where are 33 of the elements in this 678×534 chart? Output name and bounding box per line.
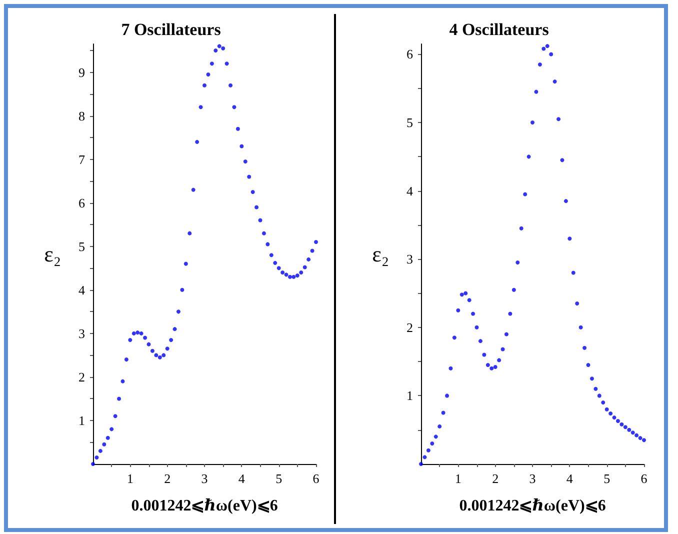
x-tick-label: 5 [276,471,282,486]
y-tick-label: 5 [406,115,413,130]
x-tick-label: 2 [492,471,499,486]
y-tick-label: 6 [406,46,414,62]
x-tick-label: 6 [312,471,320,486]
y-tick-label: 6 [78,195,86,210]
y-tick-label: 3 [78,326,85,341]
y-tick-label: 7 [78,152,86,167]
x-tick-label: 5 [604,471,610,486]
y-tick-label: 1 [78,412,85,428]
x-tick-label: 4 [566,471,574,486]
x-tick-label: 1 [454,471,462,486]
y-axis-title: ε₂ [372,242,389,266]
x-tick-label: 6 [640,471,648,486]
x-tick-label: 2 [164,471,171,486]
y-tick-label: 2 [406,320,413,335]
x-tick-label: 3 [529,471,536,486]
y-tick-label: 2 [78,369,85,384]
y-tick-label: 4 [78,282,86,298]
x-tick-label: 1 [126,471,134,486]
x-tick-label: 4 [238,471,246,486]
y-axis-title: ε₂ [44,242,61,266]
chart-title: 7 Oscillateurs [121,20,222,39]
y-tick-label: 3 [406,252,413,267]
y-tick-label: 4 [406,183,414,198]
y-tick-label: 8 [78,108,85,124]
chart-title: 4 Oscillateurs [449,20,550,39]
x-axis-title: 0.001242⩽ℏω(eV)⩽6 [459,498,606,514]
y-tick-label: 5 [78,238,85,254]
x-tick-label: 3 [201,471,208,486]
y-tick-label: 1 [406,388,413,404]
x-axis-title: 0.001242⩽ℏω(eV)⩽6 [131,498,278,514]
y-tick-label: 9 [78,64,85,80]
